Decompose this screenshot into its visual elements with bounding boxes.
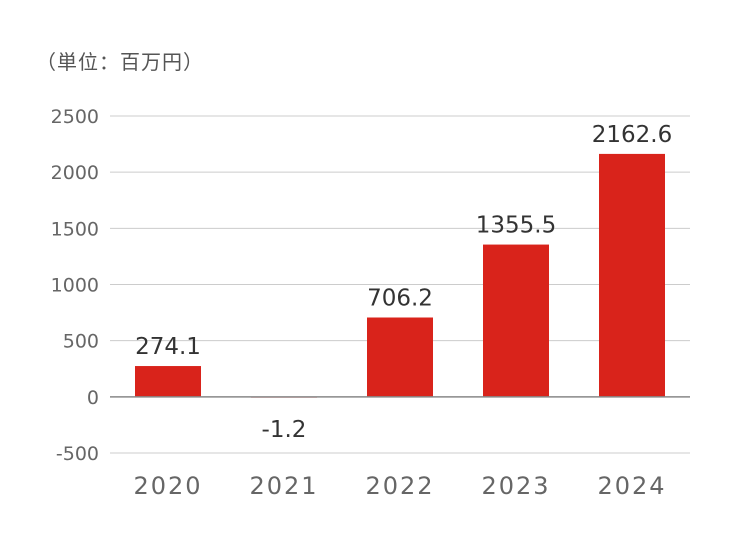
y-tick-label: 2500 <box>51 106 99 128</box>
gridlines <box>110 115 690 454</box>
data-labels: 274.1 -1.2 706.2 1355.5 2162.6 <box>135 122 672 443</box>
x-tick-label: 2022 <box>365 472 434 500</box>
bar-2022 <box>367 317 433 397</box>
unit-label: （単位：百万円） <box>36 50 204 74</box>
y-tick-label: 1000 <box>51 275 99 297</box>
x-tick-label: 2021 <box>249 472 318 500</box>
y-tick-label: -500 <box>56 443 99 465</box>
data-label-2023: 1355.5 <box>476 213 556 239</box>
data-label-2024: 2162.6 <box>592 122 672 148</box>
y-axis-ticks: 2500 2000 1500 1000 500 0 -500 <box>51 106 99 465</box>
y-tick-label: 0 <box>87 387 99 409</box>
y-tick-label: 1500 <box>51 218 99 240</box>
bar-2020 <box>135 366 201 397</box>
x-axis-ticks: 2020 2021 2022 2023 2024 <box>133 472 666 500</box>
y-tick-label: 500 <box>63 331 99 353</box>
bar-2024 <box>599 153 665 397</box>
x-tick-label: 2024 <box>597 472 666 500</box>
x-tick-label: 2023 <box>481 472 550 500</box>
data-label-2020: 274.1 <box>135 334 201 360</box>
bars <box>135 153 665 398</box>
y-tick-label: 2000 <box>51 162 99 184</box>
data-label-2022: 706.2 <box>367 286 433 312</box>
x-tick-label: 2020 <box>133 472 202 500</box>
bar-2023 <box>483 244 549 397</box>
data-label-2021: -1.2 <box>262 417 307 443</box>
